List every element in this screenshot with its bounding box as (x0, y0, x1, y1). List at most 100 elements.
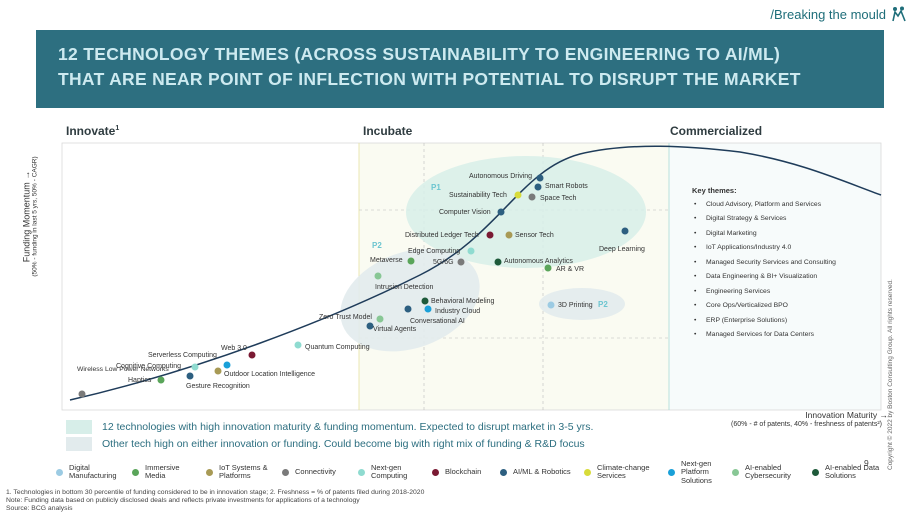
tech-label: Industry Cloud (435, 308, 480, 315)
tech-label: Outdoor Location Intelligence (224, 371, 315, 378)
tech-label: Quantum Computing (305, 344, 370, 351)
legend-item-immersive-media: Immersive Media (132, 463, 193, 481)
legend-label: IoT Systems & Platforms (219, 463, 268, 481)
tech-label: Serverless Computing (148, 352, 217, 359)
tech-label: Web 3.0 (221, 345, 247, 352)
tech-dot (374, 272, 382, 280)
tech-autonomous-analytics: Autonomous Analytics (494, 258, 573, 266)
tech-space-tech: Space Tech (528, 193, 577, 202)
legend-item-ai-ml-robotics: AI/ML & Robotics (500, 467, 571, 476)
tech-label: Computer Vision (439, 209, 491, 216)
p2-note-text: Other tech high on either innovation or … (102, 438, 585, 450)
key-theme-item: Cloud Advisory, Platform and Services (692, 201, 852, 210)
page-title-line-1: 12 TECHNOLOGY THEMES (ACROSS SUSTAINABIL… (58, 44, 781, 64)
chart-frame (61, 142, 882, 411)
tech-dot (486, 231, 494, 239)
tech-dot (497, 208, 505, 216)
legend-label: Climate-change Services (597, 463, 650, 481)
legend-label: AI-enabled Data Solutions (825, 463, 880, 481)
tech-label: Smart Robots (545, 183, 588, 190)
stage-innovate-label: Innovate (66, 124, 116, 138)
tech-label: Gesture Recognition (186, 383, 250, 390)
legend-item-next-gen-computing: Next-gen Computing (358, 463, 423, 481)
key-theme-item: Managed Security Services and Consulting (692, 259, 852, 268)
footnote-line-1: 1. Technologies in bottom 30 percentile … (6, 489, 425, 496)
key-theme-item: Digital Strategy & Services (692, 215, 852, 224)
key-themes-list: Cloud Advisory, Platform and Services Di… (692, 201, 852, 340)
stage-innovate: Innovate1 (66, 124, 119, 138)
legend-dot (56, 468, 63, 476)
tech-dot (621, 227, 629, 235)
tech-dot (536, 174, 544, 182)
tech-label: Behavioral Modeling (431, 298, 495, 305)
tech-dot (157, 376, 165, 384)
adoption-curve (69, 145, 882, 401)
tech-edge-computing: Edge Computing (408, 247, 475, 255)
legend-label: AI/ML & Robotics (513, 467, 571, 476)
tech-behavioral-modeling: Behavioral Modeling (421, 297, 495, 305)
tech-deep-learning: Deep Learning (599, 227, 645, 253)
p1-label: P1 (431, 183, 441, 192)
p1-note: 12 technologies with high innovation mat… (66, 420, 593, 434)
tech-dot (534, 183, 542, 191)
tech-distributed-ledger-tech: Distributed Ledger Tech (405, 231, 494, 239)
tech-label: Haptics (128, 377, 152, 384)
tech-gesture-recognition: Gesture Recognition (186, 372, 250, 390)
tech-label: AR & VR (556, 266, 584, 273)
legend-label: Digital Manufacturing (69, 463, 117, 481)
tech-dot (494, 258, 502, 266)
tech-3d-printing: 3D Printing (547, 301, 593, 309)
p1-note-text: 12 technologies with high innovation mat… (102, 421, 594, 433)
tech-5g-6g: 5G/6G (433, 258, 465, 266)
tech-dot (544, 264, 552, 272)
tech-dot (248, 351, 256, 359)
tech-serverless-computing: Serverless Computing (148, 352, 231, 369)
tech-dot (223, 361, 231, 369)
tech-outdoor-location-intelligence: Outdoor Location Intelligence (214, 367, 315, 378)
key-theme-item: IoT Applications/Industry 4.0 (692, 244, 852, 253)
tech-industry-cloud: Industry Cloud (424, 305, 480, 315)
tech-dot (421, 297, 429, 305)
tech-label: Autonomous Driving (469, 173, 532, 180)
page-title-line-2: THAT ARE NEAR POINT OF INFLECTION WITH P… (58, 69, 801, 89)
tech-dot (528, 193, 536, 201)
legend-dot (432, 468, 439, 476)
legend-label: Next-gen Computing (371, 463, 408, 481)
tech-label: 5G/6G (433, 259, 454, 266)
tech-dot (366, 322, 374, 330)
legend-label: Immersive Media (145, 463, 180, 481)
title-banner: 12 TECHNOLOGY THEMES (ACROSS SUSTAINABIL… (36, 30, 884, 108)
tech-dot (457, 258, 465, 266)
tech-label: Zero Trust Model (319, 314, 372, 321)
tech-dot (404, 305, 412, 313)
tech-sustainability-tech: Sustainability Tech (449, 191, 522, 199)
tech-wireless-low-power-networks: Wireless Low Power Networks (77, 366, 169, 398)
tech-dot (514, 191, 522, 199)
tech-dot (424, 305, 432, 313)
p2-note: Other tech high on either innovation or … (66, 437, 585, 451)
legend-dot (812, 468, 819, 476)
legend-label: Connectivity (295, 467, 336, 476)
legend-item-connectivity: Connectivity (282, 467, 336, 476)
tech-ar-vr: AR & VR (544, 264, 584, 273)
tech-label: Sustainability Tech (449, 192, 507, 199)
footnotes: 1. Technologies in bottom 30 percentile … (6, 489, 424, 513)
tech-cognitive-computing: Cognitive Computing (116, 363, 199, 371)
legend-dot (668, 468, 675, 476)
key-theme-item: ERP (Enterprise Solutions) (692, 317, 852, 326)
legend-dot (132, 468, 139, 476)
p2-label-right: P2 (598, 300, 608, 309)
key-theme-item: Data Engineering & BI+ Visualization (692, 273, 852, 282)
category-legend: Digital Manufacturing Immersive Media Io… (56, 459, 896, 486)
footnote-line-2: Note: Funding data based on publicly dis… (6, 497, 360, 505)
p1-swatch (66, 420, 92, 434)
tech-dot (467, 247, 475, 255)
tech-label: Virtual Agents (373, 326, 417, 333)
x-axis-subtitle: (60% - # of patents, 40% - freshness of … (731, 421, 882, 428)
tech-label: Edge Computing (408, 248, 460, 255)
tech-conversational-ai: Conversational AI (404, 305, 465, 325)
x-axis-title: Innovation Maturity → (805, 410, 888, 420)
tech-dot (505, 231, 513, 239)
tech-label: Intrusion Detection (375, 284, 433, 291)
legend-dot (282, 468, 289, 476)
